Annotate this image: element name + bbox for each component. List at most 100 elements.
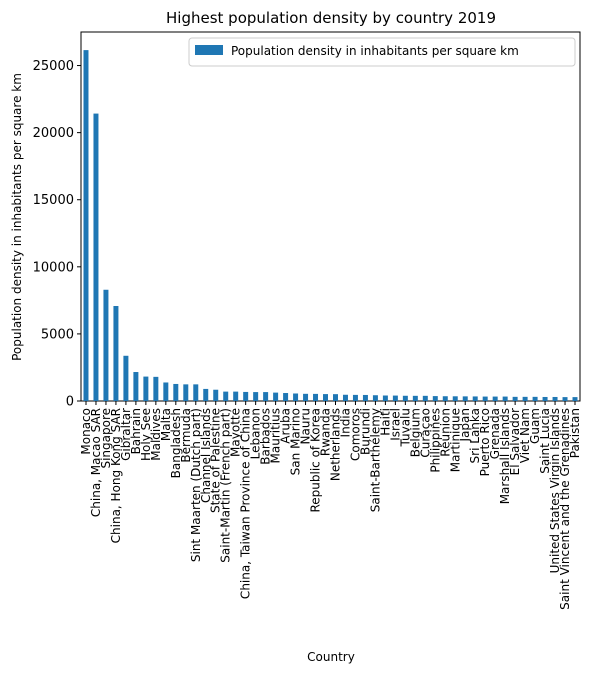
bar bbox=[113, 306, 119, 401]
bar bbox=[412, 395, 418, 401]
x-tick-label: Rwanda bbox=[319, 408, 333, 456]
bar bbox=[372, 395, 378, 401]
x-tick-label: Bangladesh bbox=[169, 408, 183, 478]
x-tick-label: India bbox=[338, 408, 352, 437]
x-tick-label: Channel Islands bbox=[199, 408, 213, 503]
y-tick-label: 25000 bbox=[33, 59, 74, 74]
bar bbox=[382, 395, 388, 401]
bar bbox=[153, 376, 159, 401]
x-tick-label: China, Macao SAR bbox=[89, 408, 103, 517]
x-tick-label: Mauritius bbox=[269, 408, 283, 463]
x-tick-label: Netherlands bbox=[328, 408, 342, 481]
bar bbox=[253, 392, 259, 401]
x-tick-label: Japan bbox=[458, 408, 472, 442]
axes-frame bbox=[80, 31, 581, 402]
bar bbox=[392, 395, 398, 401]
bar bbox=[502, 396, 508, 401]
x-tick-label: Tuvalu bbox=[398, 408, 412, 448]
bar bbox=[482, 396, 488, 401]
x-tick-label: Bermuda bbox=[179, 408, 193, 463]
x-tick-label: Holy See bbox=[139, 408, 153, 461]
x-tick-label: Pakistan bbox=[568, 408, 582, 458]
x-tick-label: El Salvador bbox=[508, 408, 522, 475]
x-tick-label: San Marino bbox=[289, 408, 303, 475]
bar bbox=[323, 394, 328, 401]
x-tick-label: Israel bbox=[388, 408, 402, 441]
bar bbox=[313, 393, 319, 401]
bar bbox=[432, 396, 438, 401]
y-axis: 0 5000 10000 15000 20000 25000 bbox=[33, 59, 81, 410]
bar bbox=[552, 396, 558, 401]
bar bbox=[263, 392, 269, 401]
x-tick-label: Viet Nam bbox=[518, 408, 532, 463]
bar bbox=[283, 393, 289, 401]
y-tick-label: 15000 bbox=[33, 193, 74, 208]
bar bbox=[542, 396, 548, 401]
x-tick-label: Haiti bbox=[378, 408, 392, 436]
bar bbox=[492, 396, 498, 401]
bar bbox=[293, 393, 299, 401]
x-tick-label: Guam bbox=[528, 408, 542, 444]
x-axis-label: Country bbox=[307, 650, 355, 664]
x-tick-label: Saint-Martin (French part) bbox=[219, 408, 233, 563]
plot-area bbox=[80, 31, 581, 402]
x-tick-label: Burundi bbox=[358, 408, 372, 455]
bar bbox=[163, 382, 169, 401]
legend-frame bbox=[188, 37, 576, 67]
bar bbox=[83, 50, 89, 402]
bar bbox=[472, 396, 478, 401]
y-tick-label: 20000 bbox=[33, 126, 74, 141]
y-tick-label: 5000 bbox=[41, 327, 74, 342]
bar bbox=[562, 397, 568, 401]
x-tick-label: Nauru bbox=[299, 408, 313, 444]
bar bbox=[422, 395, 428, 401]
bar bbox=[133, 372, 139, 401]
x-tick-label: Bahrain bbox=[129, 408, 143, 454]
bar bbox=[243, 391, 249, 401]
x-tick-label: China, Hong Kong SAR bbox=[109, 408, 123, 543]
x-tick-label: Grenada bbox=[488, 408, 502, 459]
x-tick-label: Mayotte bbox=[229, 408, 243, 457]
legend-label: Population density in inhabitants per sq… bbox=[231, 44, 519, 58]
x-tick-label: Puerto Rico bbox=[478, 408, 492, 476]
bar bbox=[93, 113, 99, 401]
bar bbox=[173, 383, 179, 401]
legend: Population density in inhabitants per sq… bbox=[188, 37, 576, 67]
bar bbox=[143, 376, 149, 401]
x-tick-label: Monaco bbox=[79, 408, 93, 455]
bars bbox=[83, 50, 578, 402]
x-tick-label: Malta bbox=[159, 408, 173, 441]
bar bbox=[103, 289, 109, 401]
bar bbox=[233, 391, 239, 401]
bar bbox=[183, 384, 189, 401]
bar bbox=[452, 396, 458, 401]
bar bbox=[123, 355, 129, 401]
x-tick-label: Réunion bbox=[438, 408, 452, 457]
chart-title: Highest population density by country 20… bbox=[166, 9, 496, 27]
x-tick-label: Martinique bbox=[448, 408, 462, 472]
x-tick-label: Gibraltar bbox=[119, 408, 133, 461]
x-tick-label: Sri Lanka bbox=[468, 408, 482, 463]
bar bbox=[462, 396, 468, 401]
x-tick-label: Saint Lucia bbox=[538, 408, 552, 474]
bar bbox=[303, 393, 309, 401]
x-tick-label: United States Virgin Islands bbox=[548, 408, 562, 573]
x-tick-label: Curaçao bbox=[418, 408, 432, 458]
bar bbox=[223, 391, 229, 401]
bar bbox=[203, 388, 209, 401]
bar bbox=[352, 394, 358, 401]
x-tick-label: Aruba bbox=[279, 408, 293, 444]
bar bbox=[402, 395, 408, 401]
x-tick-label: Singapore bbox=[99, 408, 113, 469]
bar bbox=[333, 394, 338, 401]
legend-swatch bbox=[195, 45, 223, 55]
bar bbox=[572, 397, 578, 401]
bar bbox=[532, 396, 538, 401]
y-axis-label: Population density in inhabitants per sq… bbox=[10, 73, 24, 361]
x-tick-label: Saint Vincent and the Grenadines bbox=[558, 408, 572, 610]
x-tick-label: Sint Maarten (Dutch part) bbox=[189, 408, 203, 562]
bar bbox=[522, 396, 528, 401]
x-tick-label: Saint-Barthélemy bbox=[368, 408, 382, 512]
